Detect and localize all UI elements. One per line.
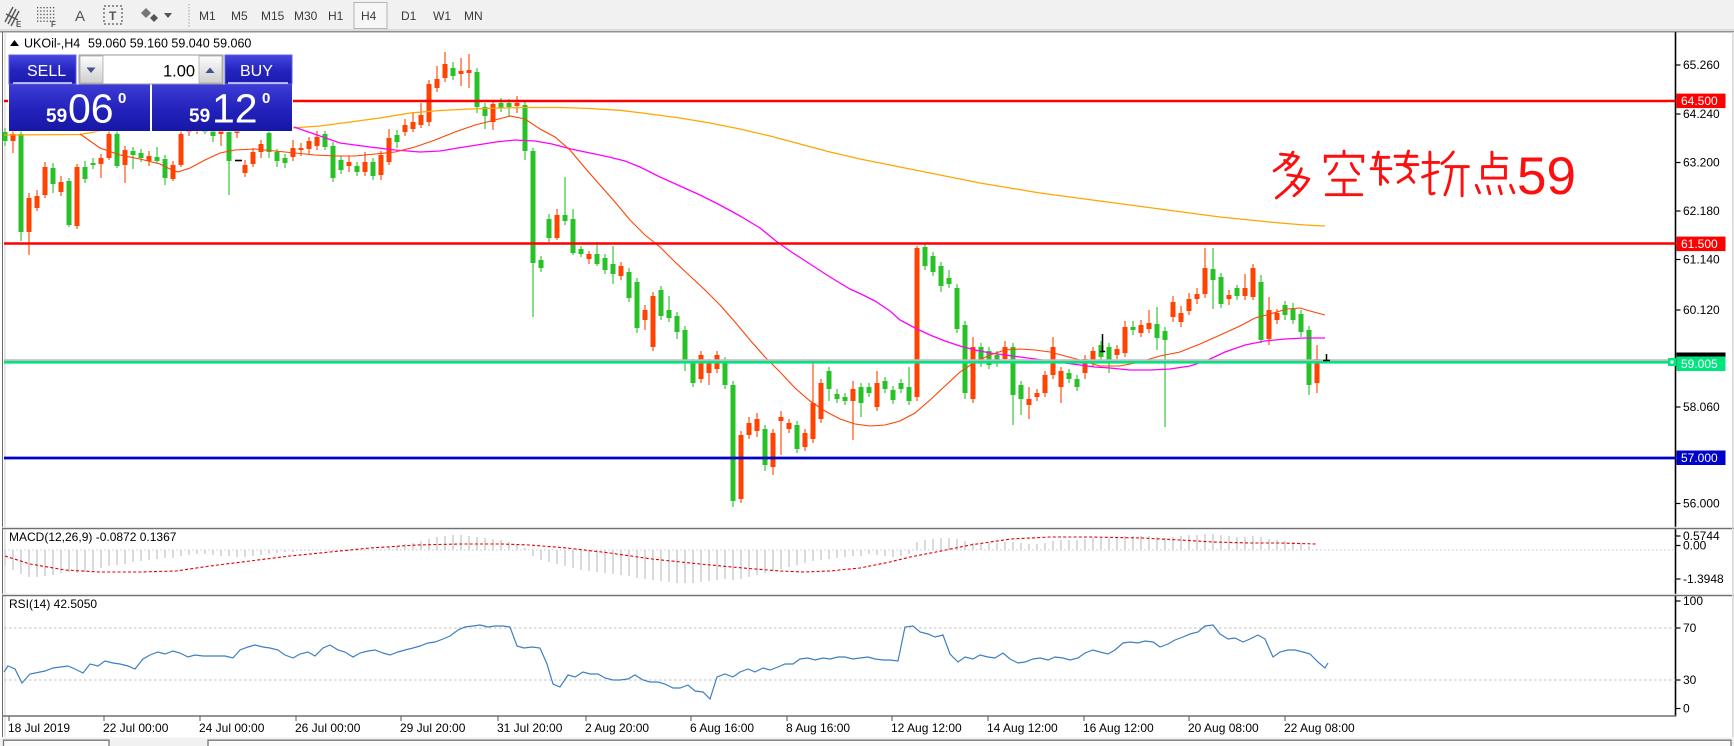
svg-text:M1: M1 bbox=[199, 9, 216, 23]
svg-text:59: 59 bbox=[1517, 147, 1576, 206]
svg-text:8 Aug 16:00: 8 Aug 16:00 bbox=[786, 721, 850, 735]
svg-text:M5: M5 bbox=[231, 9, 248, 23]
svg-text:0: 0 bbox=[118, 90, 126, 107]
svg-text:06: 06 bbox=[68, 86, 114, 132]
svg-text:0: 0 bbox=[1683, 702, 1690, 716]
svg-text:MACD(12,26,9) -0.0872 0.1367: MACD(12,26,9) -0.0872 0.1367 bbox=[9, 530, 177, 544]
svg-text:18 Jul 2019: 18 Jul 2019 bbox=[8, 721, 70, 735]
svg-text:A: A bbox=[75, 8, 85, 25]
svg-text:22 Jul 00:00: 22 Jul 00:00 bbox=[103, 721, 169, 735]
svg-text:W1: W1 bbox=[433, 9, 451, 23]
svg-text:SELL: SELL bbox=[27, 63, 66, 80]
svg-text:59: 59 bbox=[46, 106, 67, 127]
svg-text:60.120: 60.120 bbox=[1683, 303, 1720, 317]
svg-text:64.240: 64.240 bbox=[1683, 107, 1720, 121]
svg-text:20 Aug 08:00: 20 Aug 08:00 bbox=[1188, 721, 1259, 735]
svg-text:F: F bbox=[51, 20, 56, 29]
svg-text:12: 12 bbox=[212, 86, 258, 132]
svg-text:26 Jul 00:00: 26 Jul 00:00 bbox=[295, 721, 361, 735]
svg-text:30: 30 bbox=[1683, 673, 1697, 687]
svg-text:31 Jul 20:00: 31 Jul 20:00 bbox=[497, 721, 563, 735]
svg-text:59: 59 bbox=[189, 106, 210, 127]
svg-text:D1: D1 bbox=[401, 9, 417, 23]
svg-text:0.00: 0.00 bbox=[1683, 539, 1707, 553]
svg-text:100: 100 bbox=[1683, 594, 1703, 608]
svg-text:12 Aug 12:00: 12 Aug 12:00 bbox=[891, 721, 962, 735]
svg-text:65.260: 65.260 bbox=[1683, 58, 1720, 72]
svg-text:BUY: BUY bbox=[240, 63, 273, 80]
svg-text:UKOil-,H4: UKOil-,H4 bbox=[24, 37, 80, 51]
svg-text:62.180: 62.180 bbox=[1683, 204, 1720, 218]
svg-text:H4: H4 bbox=[361, 9, 377, 23]
svg-text:61.500: 61.500 bbox=[1681, 237, 1718, 251]
svg-text:24 Jul 00:00: 24 Jul 00:00 bbox=[199, 721, 265, 735]
svg-text:1.00: 1.00 bbox=[163, 63, 195, 81]
svg-text:56.000: 56.000 bbox=[1683, 497, 1720, 511]
svg-text:63.200: 63.200 bbox=[1683, 156, 1720, 170]
svg-text:64.500: 64.500 bbox=[1681, 94, 1718, 108]
svg-text:2 Aug 20:00: 2 Aug 20:00 bbox=[585, 721, 649, 735]
svg-text:E: E bbox=[16, 20, 22, 29]
svg-text:M30: M30 bbox=[294, 9, 318, 23]
svg-text:59.060 59.160 59.040 59.060: 59.060 59.160 59.040 59.060 bbox=[88, 37, 251, 51]
svg-text:29 Jul 20:00: 29 Jul 20:00 bbox=[400, 721, 466, 735]
svg-text:0: 0 bbox=[262, 90, 270, 107]
svg-text:61.140: 61.140 bbox=[1683, 253, 1720, 267]
svg-text:MN: MN bbox=[464, 9, 483, 23]
svg-text:22 Aug 08:00: 22 Aug 08:00 bbox=[1284, 721, 1355, 735]
svg-text:57.000: 57.000 bbox=[1681, 451, 1718, 465]
svg-text:M15: M15 bbox=[261, 9, 285, 23]
svg-text:14 Aug 12:00: 14 Aug 12:00 bbox=[987, 721, 1058, 735]
svg-text:58.060: 58.060 bbox=[1683, 400, 1720, 414]
svg-text:6 Aug 16:00: 6 Aug 16:00 bbox=[690, 721, 754, 735]
svg-text:-1.3948: -1.3948 bbox=[1683, 572, 1724, 586]
svg-text:59.005: 59.005 bbox=[1681, 357, 1718, 371]
svg-text:H1: H1 bbox=[328, 9, 344, 23]
svg-text:0.5744: 0.5744 bbox=[1683, 529, 1720, 543]
svg-text:RSI(14) 42.5050: RSI(14) 42.5050 bbox=[9, 597, 97, 611]
svg-text:70: 70 bbox=[1683, 621, 1697, 635]
svg-text:T: T bbox=[109, 9, 117, 23]
svg-text:16 Aug 12:00: 16 Aug 12:00 bbox=[1083, 721, 1154, 735]
